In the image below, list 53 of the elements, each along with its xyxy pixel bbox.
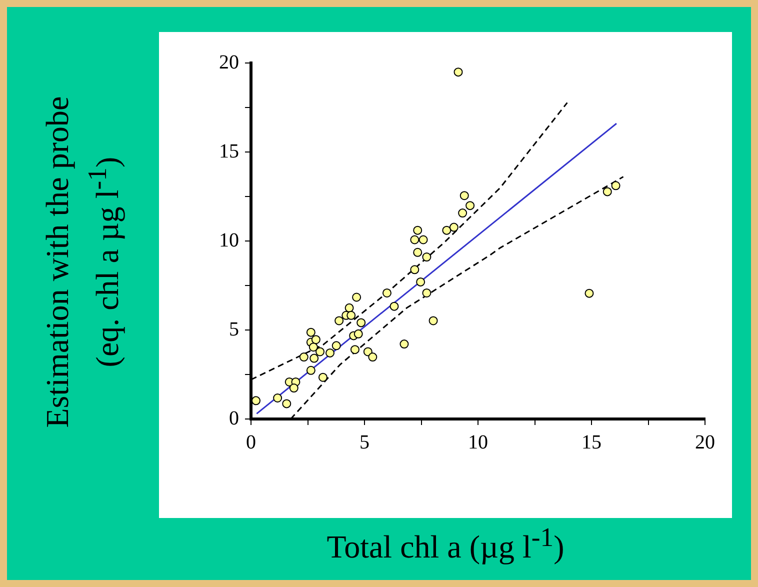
point	[299, 352, 308, 362]
point	[311, 335, 320, 344]
point	[602, 187, 612, 196]
point	[350, 345, 360, 354]
point	[449, 222, 458, 232]
point	[460, 191, 469, 200]
point	[416, 277, 426, 286]
point	[368, 352, 378, 362]
point	[611, 181, 620, 190]
point	[466, 201, 475, 210]
point	[282, 399, 292, 408]
y-tick-label: 15	[219, 140, 239, 162]
point	[308, 342, 318, 352]
x-tick-label: 20	[695, 431, 715, 454]
point	[422, 288, 432, 298]
point	[410, 235, 420, 244]
point	[334, 316, 344, 326]
point	[332, 341, 341, 350]
point	[344, 303, 354, 312]
point	[400, 340, 409, 349]
x-tick-label: 15	[582, 431, 602, 454]
x-tick-label: 5	[360, 431, 370, 454]
point	[442, 226, 452, 235]
point	[382, 288, 392, 298]
x-tick-label: 0	[246, 431, 256, 454]
point	[310, 354, 319, 363]
point	[410, 265, 420, 274]
point	[325, 348, 334, 358]
point	[346, 310, 356, 320]
point	[354, 329, 363, 338]
point	[458, 208, 468, 218]
point	[352, 292, 362, 302]
point	[316, 347, 325, 356]
point	[318, 372, 328, 382]
y-tick-label: 5	[229, 318, 239, 340]
point	[306, 366, 316, 375]
x-axis-title: Total chl a (µg l$^{-1}$)	[326, 522, 566, 566]
y-tick-label: 0	[229, 407, 239, 430]
point	[418, 235, 428, 244]
point	[306, 328, 316, 337]
point	[413, 226, 422, 235]
point	[413, 248, 422, 257]
point	[422, 252, 432, 262]
point	[454, 68, 463, 77]
point	[289, 384, 298, 393]
y-tick-label: 10	[219, 229, 239, 252]
point	[273, 393, 282, 402]
y-tick-label: 20	[219, 51, 239, 74]
point	[584, 288, 594, 298]
point	[428, 316, 438, 326]
x-tick-label: 10	[468, 431, 488, 454]
point	[356, 318, 366, 328]
point	[390, 302, 399, 311]
